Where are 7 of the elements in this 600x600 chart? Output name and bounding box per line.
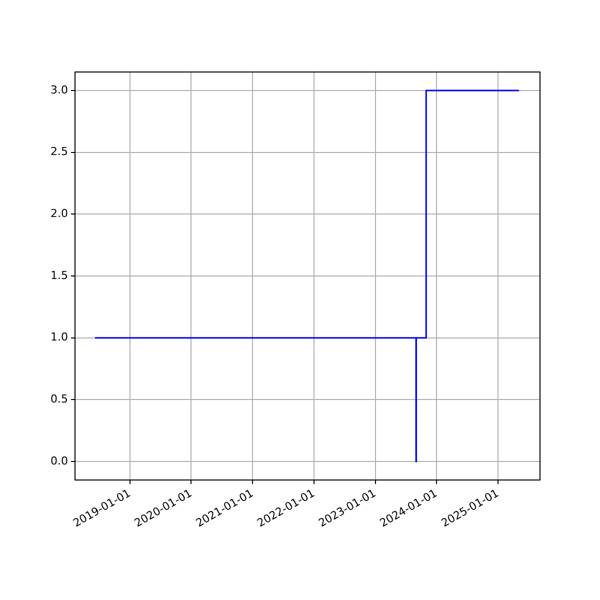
y-tick-label: 3.0 (50, 83, 68, 96)
y-tick-label: 2.5 (50, 145, 68, 158)
y-tick-label: 0.0 (50, 454, 68, 468)
y-tick-label: 1.0 (50, 330, 68, 344)
y-tick-label: 2.0 (50, 207, 68, 220)
y-tick-label: 0.5 (50, 392, 68, 406)
y-tick-label: 1.5 (50, 268, 68, 282)
